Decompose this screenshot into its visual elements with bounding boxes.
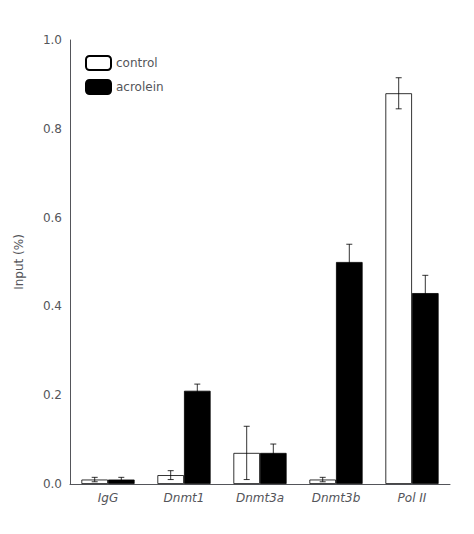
svg-text:Dnmt3a: Dnmt3a <box>236 491 284 505</box>
svg-text:Dnmt1: Dnmt1 <box>164 491 205 505</box>
svg-text:0.4: 0.4 <box>43 299 62 313</box>
svg-text:1.0: 1.0 <box>43 33 62 47</box>
svg-text:0.0: 0.0 <box>43 477 62 491</box>
svg-text:0.2: 0.2 <box>43 388 62 402</box>
svg-text:0.8: 0.8 <box>43 122 62 136</box>
svg-text:acrolein: acrolein <box>116 80 164 94</box>
svg-text:Dnmt3b: Dnmt3b <box>312 491 361 505</box>
svg-text:control: control <box>116 56 158 70</box>
svg-text:Pol II: Pol II <box>398 491 427 505</box>
svg-text:0.6: 0.6 <box>43 211 62 225</box>
svg-text:IgG: IgG <box>98 491 118 505</box>
svg-text:Input (%): Input (%) <box>12 234 26 290</box>
